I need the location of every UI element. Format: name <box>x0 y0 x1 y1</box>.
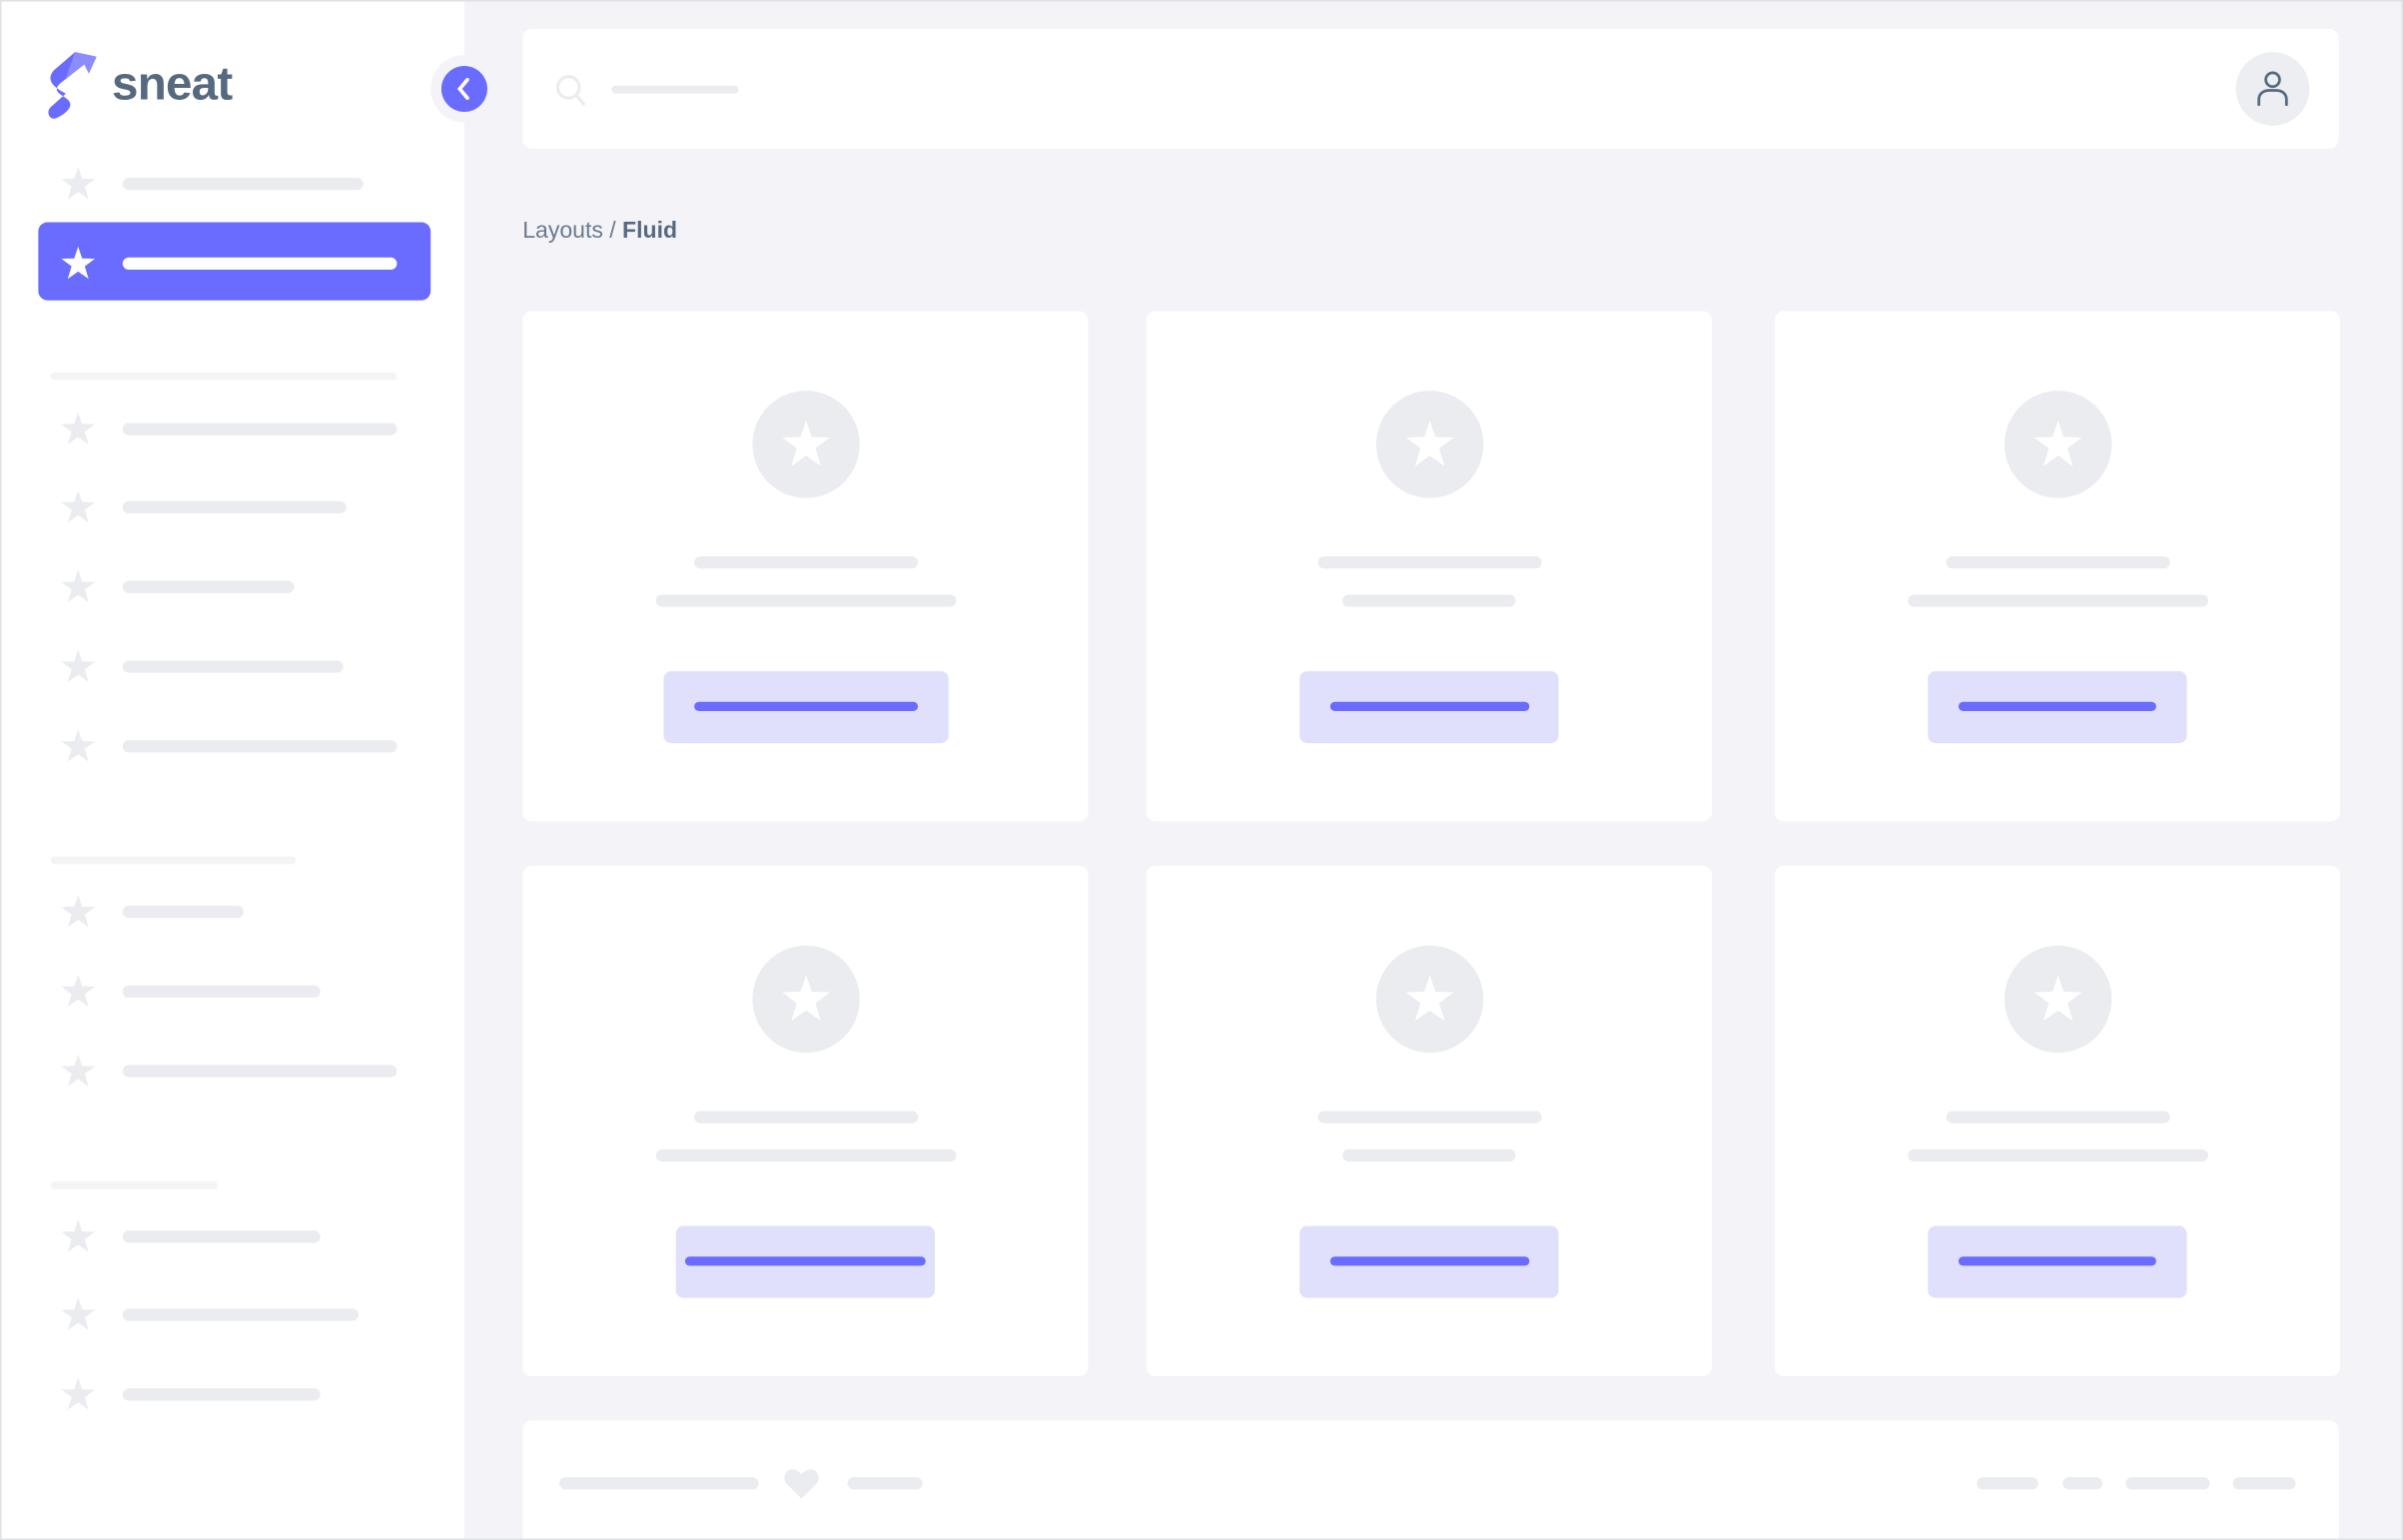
card-button[interactable] <box>1299 1225 1559 1298</box>
sidebar-item[interactable] <box>122 1065 398 1078</box>
sidebar-item[interactable] <box>122 1308 360 1321</box>
card-button-label <box>1329 1256 1529 1266</box>
star-icon <box>60 1053 97 1090</box>
card-title <box>1316 1111 1541 1124</box>
logo[interactable]: sneat <box>44 48 233 122</box>
card <box>1146 865 1712 1376</box>
card-button-label <box>1329 701 1529 711</box>
card-icon-circle <box>751 945 860 1054</box>
heart-icon <box>784 1469 819 1499</box>
card-text <box>1342 594 1516 607</box>
sidebar-item[interactable] <box>122 1388 321 1401</box>
search-input[interactable] <box>611 85 739 94</box>
sidebar-item[interactable] <box>122 985 321 998</box>
star-icon <box>1403 418 1455 470</box>
collapse-sidebar-button[interactable] <box>440 65 487 113</box>
star-icon <box>60 246 97 283</box>
navbar <box>522 29 2339 149</box>
star-icon <box>60 568 97 605</box>
star-icon <box>60 410 97 447</box>
card-button[interactable] <box>675 1225 935 1298</box>
card <box>1146 311 1712 822</box>
sidebar-item[interactable] <box>122 740 398 753</box>
star-icon <box>60 648 97 685</box>
breadcrumb-separator: / <box>602 217 623 244</box>
sidebar-item[interactable] <box>122 660 344 673</box>
card-text <box>1907 1149 2208 1162</box>
card <box>522 865 1089 1376</box>
star-icon <box>60 1376 97 1413</box>
card-text <box>1907 594 2208 607</box>
card-button[interactable] <box>662 671 949 744</box>
sidebar-item[interactable] <box>122 257 398 271</box>
sidebar-section-header <box>50 372 398 381</box>
card <box>522 311 1089 822</box>
sidebar-item[interactable] <box>122 905 244 919</box>
footer-link[interactable] <box>847 1477 923 1490</box>
star-icon <box>60 166 97 203</box>
footer-text <box>559 1477 759 1490</box>
star-icon <box>779 973 831 1025</box>
card-icon-circle <box>751 390 860 498</box>
card <box>1774 865 2341 1376</box>
star-icon <box>60 894 97 931</box>
footer <box>522 1420 2339 1539</box>
card-icon-circle <box>2003 390 2111 498</box>
breadcrumb-parent[interactable]: Layouts <box>522 217 603 244</box>
card-title <box>1945 1111 2169 1124</box>
card-button[interactable] <box>1299 671 1559 744</box>
sidebar-item[interactable] <box>122 177 364 191</box>
star-icon <box>60 973 97 1010</box>
sidebar: sneat <box>1 1 498 1539</box>
card-icon-circle <box>1375 945 1483 1054</box>
user-avatar[interactable] <box>2235 52 2310 126</box>
sidebar-item[interactable] <box>122 422 398 435</box>
sneat-logo-icon <box>48 52 97 119</box>
footer-link[interactable] <box>2232 1477 2296 1490</box>
footer-link[interactable] <box>2062 1477 2103 1490</box>
star-icon <box>60 488 97 525</box>
star-icon <box>2031 418 2083 470</box>
star-icon <box>60 1296 97 1333</box>
star-icon <box>1403 973 1455 1025</box>
brand-name: sneat <box>112 56 233 111</box>
user-icon <box>2257 71 2288 106</box>
footer-link[interactable] <box>2125 1477 2210 1490</box>
sidebar-section-header <box>50 856 297 865</box>
star-icon <box>60 728 97 765</box>
card-title <box>693 1111 918 1124</box>
card-button-label <box>1958 1256 2156 1266</box>
card-button-label <box>684 1256 926 1266</box>
card-icon-circle <box>2003 945 2111 1054</box>
sidebar-item[interactable] <box>122 1230 321 1243</box>
card-title <box>1316 555 1541 569</box>
search-icon[interactable] <box>554 74 588 108</box>
footer-link[interactable] <box>1977 1477 2038 1490</box>
card-text <box>654 1149 956 1162</box>
card-icon-circle <box>1375 390 1483 498</box>
star-icon <box>2031 973 2083 1025</box>
sidebar-item[interactable] <box>122 500 347 514</box>
star-icon <box>60 1218 97 1255</box>
card-button[interactable] <box>1928 671 2187 744</box>
breadcrumb: Layouts / Fluid <box>522 218 677 244</box>
chevron-left-icon <box>456 77 469 101</box>
card-button-label <box>1958 701 2156 711</box>
sidebar-item[interactable] <box>122 580 295 593</box>
card-button[interactable] <box>1928 1225 2187 1298</box>
card-title <box>693 555 918 569</box>
sidebar-section-header <box>50 1181 218 1189</box>
star-icon <box>779 418 831 470</box>
breadcrumb-current: Fluid <box>622 217 678 244</box>
card-text <box>1342 1149 1516 1162</box>
card-button-label <box>693 701 918 711</box>
card <box>1774 311 2341 822</box>
card-title <box>1945 555 2169 569</box>
card-text <box>654 594 956 607</box>
